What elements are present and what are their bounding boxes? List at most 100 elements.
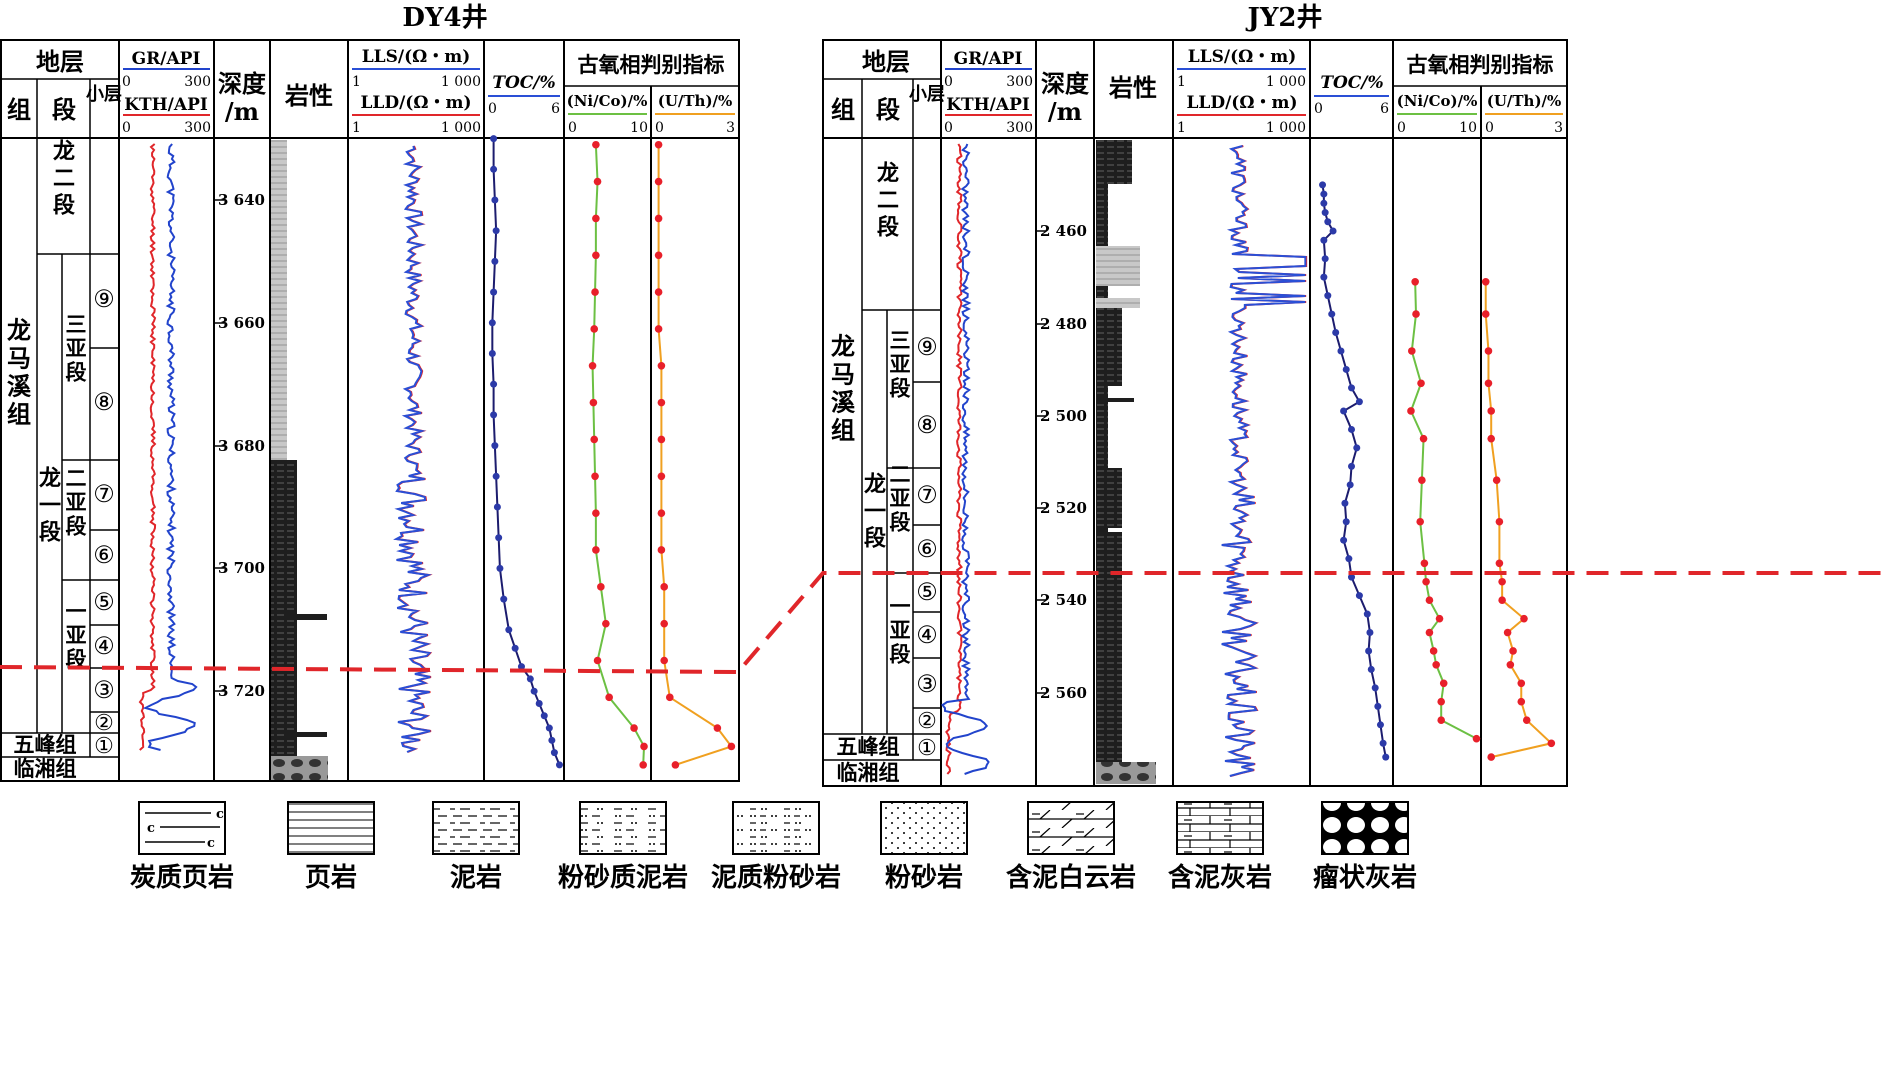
toc-point	[1363, 610, 1371, 618]
vertical-label-char: 段	[890, 509, 911, 534]
legend-item-mudstone: 泥岩	[432, 801, 520, 893]
toc-point	[1321, 209, 1329, 217]
u-th-point	[1520, 614, 1528, 623]
legend-label: 页岩	[305, 863, 357, 893]
u-th-point	[1495, 517, 1504, 526]
layer-label-4: ④	[916, 621, 938, 649]
vertical-label-char: 段	[877, 215, 899, 241]
nico-max: 10	[630, 120, 648, 136]
member-label-long2: 龙二段	[53, 139, 75, 219]
toc-point	[555, 761, 563, 769]
ni-co-point	[1419, 434, 1428, 443]
toc-point	[1348, 573, 1355, 581]
kth-header: KTH/API	[946, 95, 1030, 115]
formation-header: 组	[831, 95, 855, 124]
lld-header: LLD/(Ω・m)	[360, 93, 471, 113]
formation-label-linxiang: 临湘组	[837, 760, 900, 785]
submember-label-1: 一亚段	[890, 593, 911, 666]
toc-min: 0	[488, 101, 497, 117]
toc-point	[1337, 347, 1345, 355]
legend-label: 瘤状灰岩	[1313, 862, 1417, 893]
vertical-label-char: 龙	[53, 139, 75, 165]
vertical-label-char: 三	[890, 327, 911, 352]
vertical-label-char: 一	[66, 598, 87, 623]
lls-header: LLS/(Ω・m)	[362, 47, 471, 67]
toc-point	[490, 411, 498, 419]
toc-point	[1374, 702, 1382, 710]
ni-co-point	[1439, 679, 1448, 688]
legend-item-carbonaceous-shale: c c c 炭质页岩	[130, 801, 234, 893]
formation-label-wufeng: 五峰组	[837, 734, 900, 759]
toc-point	[1320, 199, 1328, 207]
ni-co-point	[1437, 716, 1445, 724]
toc-point	[545, 724, 553, 732]
toc-point	[488, 350, 496, 357]
u-th-point	[654, 288, 663, 296]
toc-point	[526, 675, 534, 683]
vertical-label-char: 亚	[66, 335, 87, 360]
layer-label-1: ①	[917, 736, 937, 761]
uth-header: (U/Th)/%	[1487, 92, 1562, 110]
formation-label-wufeng: 五峰组	[14, 732, 77, 757]
toc-point	[1353, 444, 1361, 452]
ni-co-point	[590, 435, 599, 444]
toc-point	[1342, 518, 1350, 526]
ni-co-point	[592, 509, 600, 517]
depth-tick: 2 460	[1040, 222, 1087, 240]
legend-item-nodular-limestone: 瘤状灰岩	[1313, 801, 1417, 893]
well-title-dy4: DY4井	[402, 3, 487, 33]
toc-point	[1348, 425, 1355, 433]
toc-point	[1371, 684, 1379, 692]
toc-point	[1379, 739, 1387, 747]
ni-co-point	[588, 361, 597, 370]
vertical-label-char: 溪	[831, 387, 856, 416]
toc-point	[1366, 629, 1374, 637]
kth-curve	[138, 143, 157, 751]
toc-point	[1320, 236, 1328, 244]
toc-point	[1348, 462, 1355, 470]
kth-min: 0	[944, 120, 953, 136]
toc-point	[550, 749, 558, 757]
uth-min: 0	[655, 120, 664, 136]
submember-label-2: 二亚段	[890, 461, 911, 534]
toc-point	[1345, 555, 1353, 563]
toc-point	[1346, 481, 1354, 489]
vertical-label-char: 二	[877, 188, 899, 214]
vertical-label-char: 组	[831, 415, 855, 444]
u-th-point	[654, 325, 663, 333]
u-th-point	[1492, 476, 1501, 485]
log-curves	[138, 135, 736, 769]
lls-header: LLS/(Ω・m)	[1188, 47, 1297, 67]
ni-co-point	[602, 619, 610, 628]
well-title-jy2: JY2井	[1246, 3, 1323, 33]
vertical-label-char: 龙	[7, 315, 31, 344]
toc-point	[1341, 499, 1349, 507]
toc-point	[1328, 310, 1336, 318]
vertical-label-char: 二	[53, 166, 75, 192]
lls-curve	[393, 145, 432, 753]
gr-header: GR/API	[954, 49, 1023, 69]
vertical-label-char: 段	[53, 193, 75, 219]
u-th-point	[671, 761, 680, 769]
toc-point	[493, 503, 501, 511]
depth-tick: 2 480	[1040, 315, 1087, 333]
u-th-point	[1484, 379, 1493, 388]
toc-point	[548, 736, 556, 744]
lithology-header: 岩性	[284, 81, 333, 110]
uth-min: 0	[1485, 120, 1494, 136]
uth-header: (U/Th)/%	[658, 92, 733, 110]
gr-min: 0	[944, 74, 953, 90]
u-th-point	[1522, 716, 1531, 724]
u-th-point	[1481, 277, 1490, 286]
vertical-label-char: 龙	[864, 472, 886, 498]
toc-point	[490, 135, 498, 143]
toc-point	[1340, 407, 1348, 415]
ni-co-point	[605, 693, 613, 702]
u-th-point	[1487, 434, 1495, 443]
layer-label-9: ⑨	[93, 285, 115, 313]
toc-point	[495, 534, 503, 542]
ni-co-point	[1411, 277, 1419, 286]
gr-curve	[142, 143, 198, 751]
uth-max: 3	[1554, 120, 1563, 136]
